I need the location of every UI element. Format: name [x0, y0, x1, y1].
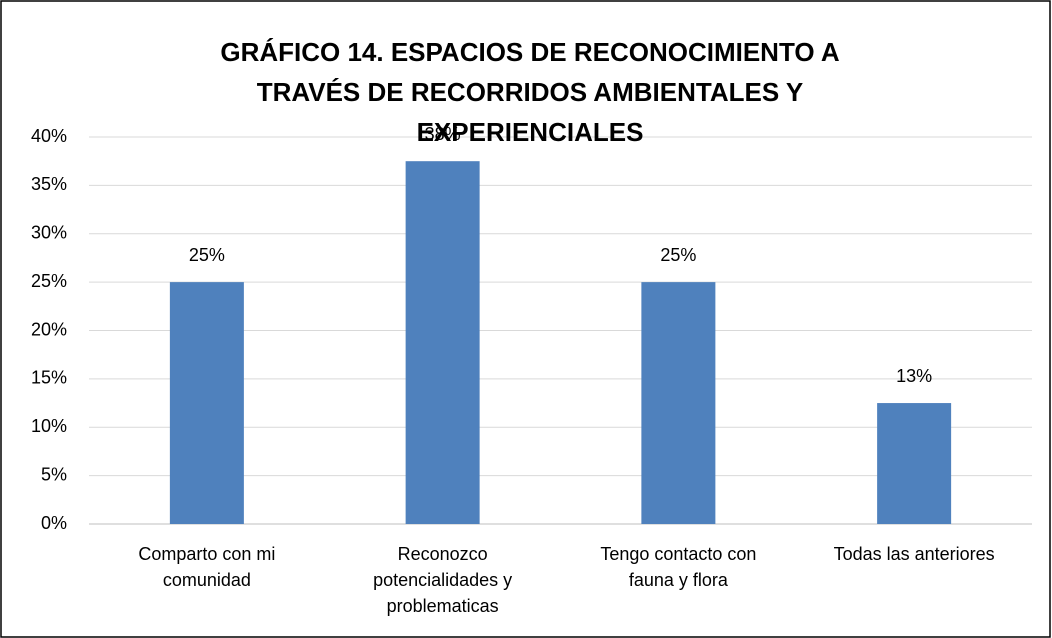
bar	[641, 282, 716, 524]
x-tick-label: Tengo contacto con fauna y flora	[600, 544, 757, 590]
y-tick-label: 40%	[31, 126, 67, 146]
y-tick-label: 10%	[31, 416, 67, 436]
data-label: 25%	[189, 245, 225, 265]
bar	[169, 282, 244, 524]
data-label: 13%	[896, 366, 932, 386]
data-label: 38%	[425, 124, 461, 144]
y-tick-label: 0%	[41, 513, 67, 533]
y-tick-label: 5%	[41, 464, 67, 484]
y-tick-label: 25%	[31, 271, 67, 291]
chart-title: GRÁFICO 14. ESPACIOS DE RECONOCIMIENTO A…	[220, 37, 840, 147]
y-tick-label: 15%	[31, 368, 67, 388]
x-tick-label: Todas las anteriores	[833, 544, 995, 564]
data-label: 25%	[660, 245, 696, 265]
y-tick-label: 30%	[31, 223, 67, 243]
bar	[405, 161, 480, 524]
y-tick-label: 35%	[31, 174, 67, 194]
bar	[877, 403, 952, 524]
y-tick-label: 20%	[31, 319, 67, 339]
x-tick-label: Comparto con mi comunidad	[138, 544, 276, 590]
x-tick-label: Reconozco potencialidades y problematica…	[373, 544, 513, 616]
